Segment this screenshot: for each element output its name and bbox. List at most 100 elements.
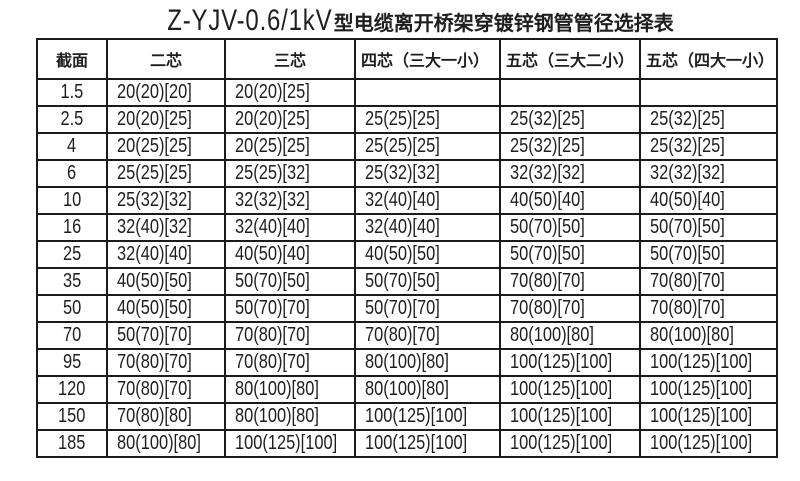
pipe-size-cell: 20(25)[25] [224,132,356,161]
pipe-size-cell: 70(80)[70] [499,267,641,296]
pipe-size-cell: 50(70)[50] [224,267,356,296]
table-row: 50 40(50)[50] 50(70)[70] 50(70)[70] 70(80)[7… [36,294,778,323]
pipe-size-cell: 80(100)[80] [354,375,501,404]
pipe-size-cell: 100(125)[100] [354,429,501,458]
pipe-size-cell: 20(20)[20] [106,78,226,107]
pipe-size-cell: 25(32)[25] [639,132,778,161]
pipe-size-cell: 70(80)[70] [499,294,641,323]
column-header: 二芯 [106,38,226,80]
pipe-size-cell: 50(70)[50] [499,213,641,242]
pipe-size-cell: 50(70)[50] [639,213,778,242]
column-header: 四芯（三大一小） [354,38,501,80]
pipe-size-cell: 100(125)[100] [499,429,641,458]
pipe-size-cell [639,78,778,107]
table-row: 25 32(40)[40] 40(50)[40] 40(50)[50] 50(70)[5… [36,240,778,269]
pipe-size-cell: 70(80)[80] [106,402,226,431]
table-row: 16 32(40)[32] 32(40)[40] 32(40)[40] 50(70)[5… [36,213,778,242]
pipe-size-cell: 70(80)[70] [224,348,356,377]
table-row: 95 70(80)[70] 70(80)[70] 80(100)[80] 100(125… [36,348,778,377]
table-row: 185 80(100)[80] 100(125)[100] 100(125)[100]… [36,429,778,458]
pipe-size-cell: 32(40)[40] [106,240,226,269]
pipe-size-cell: 32(32)[32] [224,186,356,215]
table-row: 70 50(70)[70] 70(80)[70] 70(80)[70] 80(100)[… [36,321,778,350]
section-cell: 120 [36,375,108,404]
header-row: 截面 二芯 三芯 四芯（三大一小） 五芯（三大二小） 五芯（四大一小） [36,38,778,80]
pipe-size-cell: 32(32)[32] [499,159,641,188]
pipe-size-cell: 80(100)[80] [224,402,356,431]
pipe-size-cell [354,78,501,107]
column-header: 三芯 [224,38,356,80]
column-header: 五芯（四大一小） [639,38,778,80]
pipe-size-cell: 20(25)[25] [106,132,226,161]
title-model-code: Z-YJV-0.6/1kV [167,4,333,37]
pipe-size-cell: 25(25)[25] [354,132,501,161]
section-cell: 1.5 [36,78,108,107]
pipe-size-cell: 80(100)[80] [224,375,356,404]
pipe-size-cell: 20(20)[25] [106,105,226,134]
table-row: 35 40(50)[50] 50(70)[50] 50(70)[50] 70(80)[7… [36,267,778,296]
section-cell: 95 [36,348,108,377]
column-header: 五芯（三大二小） [499,38,641,80]
pipe-size-cell: 100(125)[100] [639,429,778,458]
pipe-size-cell: 32(40)[40] [354,213,501,242]
pipe-size-cell: 80(100)[80] [106,429,226,458]
section-cell: 35 [36,267,108,296]
pipe-size-cell: 32(40)[40] [354,186,501,215]
table-body: 1.5 20(20)[20] 20(20)[25] 2.5 20(20)[25] 20(2… [36,78,778,458]
section-cell: 150 [36,402,108,431]
pipe-size-cell: 70(80)[70] [639,267,778,296]
section-cell: 25 [36,240,108,269]
table-row: 2.5 20(20)[25] 20(20)[25] 25(25)[25] 25(32)[… [36,105,778,134]
pipe-size-cell: 25(25)[25] [106,159,226,188]
pipe-size-cell: 50(70)[70] [354,294,501,323]
pipe-size-cell: 40(50)[50] [354,240,501,269]
pipe-size-cell: 100(125)[100] [224,429,356,458]
table-row: 10 25(32)[32] 32(32)[32] 32(40)[40] 40(50)[4… [36,186,778,215]
pipe-size-cell: 32(32)[32] [639,159,778,188]
pipe-size-cell: 100(125)[100] [499,402,641,431]
table-row: 6 25(25)[25] 25(25)[32] 25(32)[32] 32(32)[32… [36,159,778,188]
pipe-size-cell: 50(70)[50] [354,267,501,296]
pipe-size-cell: 100(125)[100] [499,375,641,404]
table-row: 1.5 20(20)[20] 20(20)[25] [36,78,778,107]
table-header: 截面 二芯 三芯 四芯（三大一小） 五芯（三大二小） 五芯（四大一小） [36,38,778,80]
pipe-size-cell: 70(80)[70] [639,294,778,323]
pipe-size-cell: 40(50)[50] [106,267,226,296]
pipe-size-cell: 40(50)[40] [639,186,778,215]
pipe-size-cell: 25(32)[32] [106,186,226,215]
pipe-size-cell: 40(50)[40] [224,240,356,269]
pipe-size-cell: 32(40)[40] [224,213,356,242]
section-cell: 16 [36,213,108,242]
section-cell: 70 [36,321,108,350]
pipe-size-cell: 20(20)[25] [224,78,356,107]
pipe-size-cell: 70(80)[70] [106,348,226,377]
pipe-size-cell: 80(100)[80] [639,321,778,350]
column-header: 截面 [36,38,108,80]
section-cell: 4 [36,132,108,161]
pipe-size-cell: 70(80)[70] [224,321,356,350]
pipe-size-cell: 80(100)[80] [499,321,641,350]
pipe-size-cell: 25(32)[25] [639,105,778,134]
pipe-size-cell: 100(125)[100] [639,402,778,431]
section-cell: 6 [36,159,108,188]
pipe-size-cell: 50(70)[50] [639,240,778,269]
pipe-size-cell: 100(125)[100] [354,402,501,431]
pipe-size-cell: 25(32)[25] [499,132,641,161]
pipe-size-cell: 70(80)[70] [354,321,501,350]
section-cell: 50 [36,294,108,323]
pipe-size-cell: 25(25)[32] [224,159,356,188]
pipe-size-cell: 50(70)[70] [106,321,226,350]
pipe-size-cell: 40(50)[40] [499,186,641,215]
pipe-size-cell: 25(32)[32] [354,159,501,188]
pipe-size-cell: 50(70)[70] [224,294,356,323]
pipe-size-cell: 100(125)[100] [639,375,778,404]
pipe-size-cell: 40(50)[50] [106,294,226,323]
pipe-size-cell: 20(20)[25] [224,105,356,134]
pipe-size-cell [499,78,641,107]
pipe-size-cell: 100(125)[100] [499,348,641,377]
pipe-size-cell: 32(40)[32] [106,213,226,242]
table-row: 4 20(25)[25] 20(25)[25] 25(25)[25] 25(32)[25… [36,132,778,161]
pipe-size-cell: 25(25)[25] [354,105,501,134]
pipe-diameter-table: 截面 二芯 三芯 四芯（三大一小） 五芯（三大二小） 五芯（四大一小） 1.5 20(20)… [36,38,778,458]
